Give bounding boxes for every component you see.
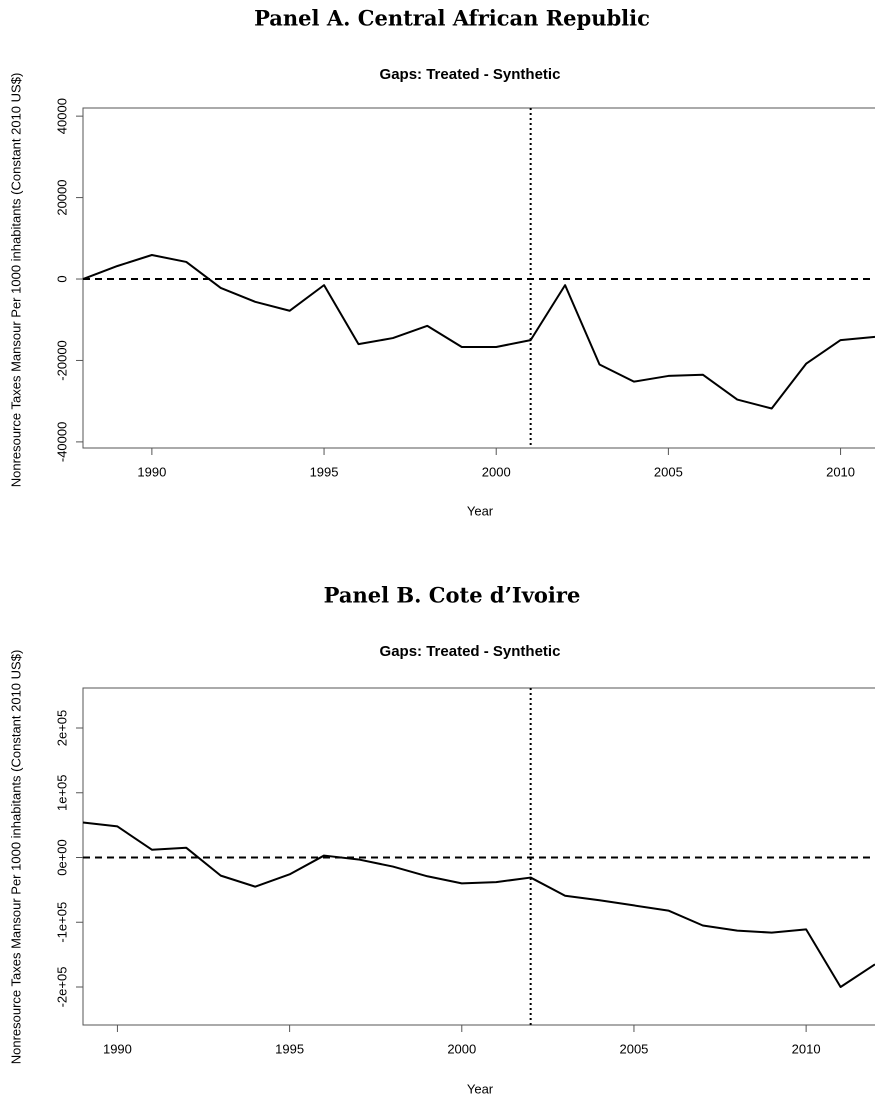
y-tick-label: -2e+05 — [54, 967, 69, 1008]
x-tick-label: 2000 — [482, 464, 511, 479]
gap-line — [82, 253, 875, 410]
x-axis-label: Year — [467, 1081, 494, 1096]
x-axis-label: Year — [467, 503, 494, 518]
y-axis-label: Nonresource Taxes Mansour Per 1000 inhab… — [8, 73, 23, 488]
panel-title: Panel B. Cote d’Ivoire — [324, 583, 581, 608]
x-tick-label: 2010 — [826, 464, 855, 479]
gap-line — [82, 821, 875, 988]
x-tick-label: 1990 — [137, 464, 166, 479]
panel-title: Panel A. Central African Republic — [254, 6, 650, 31]
y-tick-label: -40000 — [54, 422, 69, 462]
y-tick-label: 40000 — [54, 98, 69, 134]
x-tick-label: 1990 — [103, 1041, 132, 1056]
y-axis-label: Nonresource Taxes Mansour Per 1000 inhab… — [8, 650, 23, 1065]
y-tick-label: 20000 — [54, 180, 69, 216]
y-tick-label: 0 — [54, 275, 69, 282]
x-tick-label: 2005 — [619, 1041, 648, 1056]
x-tick-label: 2010 — [792, 1041, 821, 1056]
subtitle: Gaps: Treated - Synthetic — [380, 643, 561, 660]
subtitle: Gaps: Treated - Synthetic — [380, 66, 561, 83]
x-tick-label: 1995 — [275, 1041, 304, 1056]
x-tick-label: 2005 — [654, 464, 683, 479]
y-tick-label: 0e+00 — [54, 839, 69, 876]
y-tick-label: 1e+05 — [54, 775, 69, 812]
plot-box — [82, 107, 875, 449]
y-tick-label: -20000 — [54, 340, 69, 380]
y-tick-label: -1e+05 — [54, 902, 69, 943]
plot-box — [82, 687, 875, 1026]
x-tick-label: 1995 — [310, 464, 339, 479]
x-tick-label: 2000 — [447, 1041, 476, 1056]
y-tick-label: 2e+05 — [54, 710, 69, 747]
